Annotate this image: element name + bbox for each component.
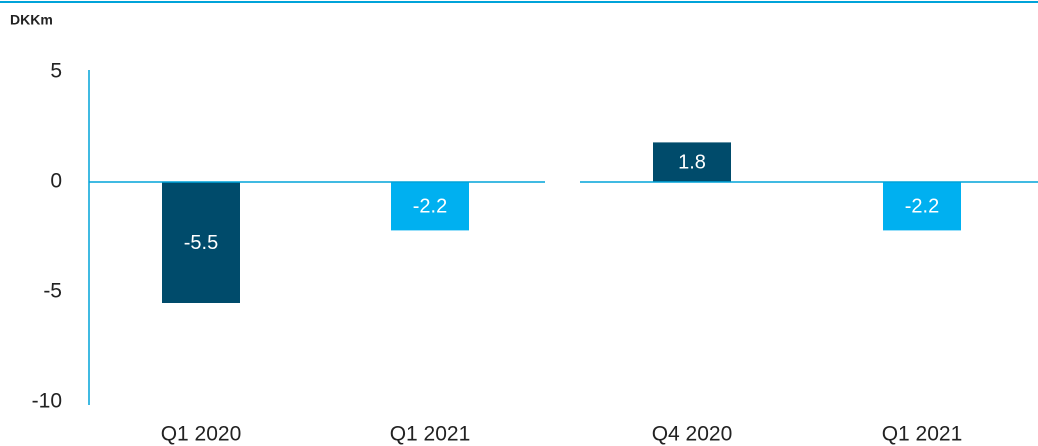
value-label: 1.8	[678, 151, 706, 173]
value-label: -5.5	[184, 232, 218, 254]
bar	[162, 182, 240, 303]
y-tick-label: 0	[50, 170, 62, 193]
x-tick-label: Q1 2021	[882, 423, 963, 446]
x-tick-label: Q4 2020	[652, 423, 733, 446]
x-tick-label: Q1 2021	[390, 423, 471, 446]
value-label: -2.2	[905, 195, 939, 217]
y-tick-label: 5	[50, 60, 62, 83]
bar	[883, 182, 961, 231]
value-label: -2.2	[413, 195, 447, 217]
y-tick-label: -5	[43, 280, 62, 303]
x-tick-label: Q1 2020	[161, 423, 242, 446]
axis-unit: DKKm	[10, 12, 53, 28]
bar	[653, 142, 731, 182]
bar	[391, 182, 469, 231]
y-tick-label: -10	[32, 390, 62, 413]
